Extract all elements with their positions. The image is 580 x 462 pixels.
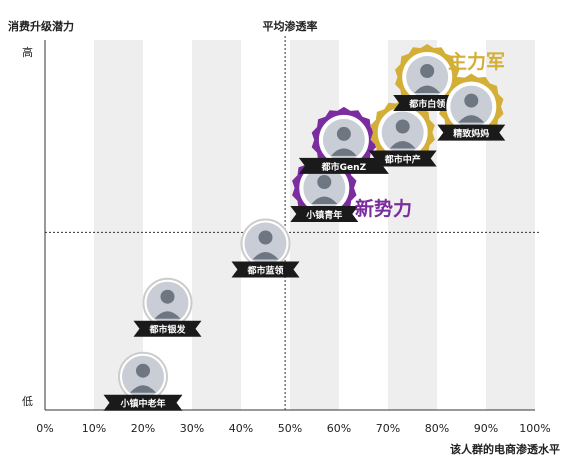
x-tick-labels: 0% 10% 20% 30% 40% 50% 60% 70% 80% 90% 100% — [36, 422, 550, 435]
point-label: 都市GenZ — [321, 161, 367, 173]
grid-band — [290, 40, 339, 410]
data-point: 都市白领 — [393, 52, 462, 111]
person-icon — [336, 126, 351, 141]
person-icon — [258, 230, 273, 245]
data-point: 小镇青年 — [290, 163, 359, 222]
person-body-icon — [154, 311, 181, 319]
person-body-icon — [130, 385, 156, 393]
point-label: 小镇中老年 — [119, 398, 165, 410]
x-tick-label: 90% — [474, 422, 498, 435]
person-body-icon — [311, 196, 338, 204]
x-tick-label: 70% — [376, 422, 400, 435]
label-banner — [298, 157, 389, 174]
data-point: 都市中产 — [368, 107, 437, 167]
person-body-icon — [414, 85, 441, 93]
x-tick-label: 80% — [425, 422, 449, 435]
person-icon — [317, 175, 332, 189]
x-tick-label: 60% — [327, 422, 351, 435]
label-banner — [437, 124, 506, 141]
person-body-icon — [458, 115, 485, 123]
x-axis-title: 该人群的电商渗透水平 — [450, 442, 560, 456]
x-tick-label: 100% — [519, 422, 550, 435]
group-label-new-force: 新势力 — [355, 197, 412, 220]
point-label: 都市中产 — [384, 154, 421, 166]
group-label-main-force: 主力军 — [448, 50, 505, 73]
data-point: 精致妈妈 — [437, 81, 506, 141]
label-banner — [133, 320, 202, 337]
x-tick-label: 0% — [36, 422, 53, 435]
y-axis-title: 消费升级潜力 — [8, 19, 74, 33]
person-icon — [136, 363, 150, 378]
point-label: 都市蓝领 — [246, 265, 283, 277]
y-high-label: 高 — [22, 45, 33, 59]
point-label: 小镇青年 — [305, 209, 342, 221]
label-banner — [393, 95, 462, 111]
label-banner — [103, 394, 183, 411]
person-body-icon — [252, 252, 279, 260]
data-point: 都市银发 — [133, 277, 202, 337]
person-icon — [160, 289, 175, 304]
label-banner — [290, 206, 359, 222]
y-low-label: 低 — [22, 395, 33, 408]
x-tick-label: 50% — [278, 422, 302, 435]
person-body-icon — [330, 148, 357, 156]
label-banner — [368, 150, 437, 167]
person-icon — [420, 64, 435, 78]
x-tick-label: 30% — [180, 422, 204, 435]
point-label: 精致妈妈 — [453, 128, 489, 140]
person-icon — [464, 93, 479, 108]
x-tick-label: 20% — [131, 422, 155, 435]
label-banner — [231, 261, 300, 278]
grid-band — [94, 40, 143, 410]
x-tick-label: 10% — [82, 422, 106, 435]
point-label: 都市银发 — [148, 324, 186, 336]
data-point: 都市GenZ — [298, 114, 389, 174]
person-icon — [395, 119, 410, 134]
grid-band — [192, 40, 241, 410]
avg-line-label: 平均渗透率 — [263, 19, 318, 33]
reference-lines — [45, 36, 540, 410]
point-label: 都市白领 — [408, 98, 445, 110]
x-tick-label: 40% — [229, 422, 253, 435]
data-point: 都市蓝领 — [231, 218, 300, 278]
data-point: 小镇中老年 — [103, 351, 183, 411]
person-body-icon — [389, 141, 416, 149]
